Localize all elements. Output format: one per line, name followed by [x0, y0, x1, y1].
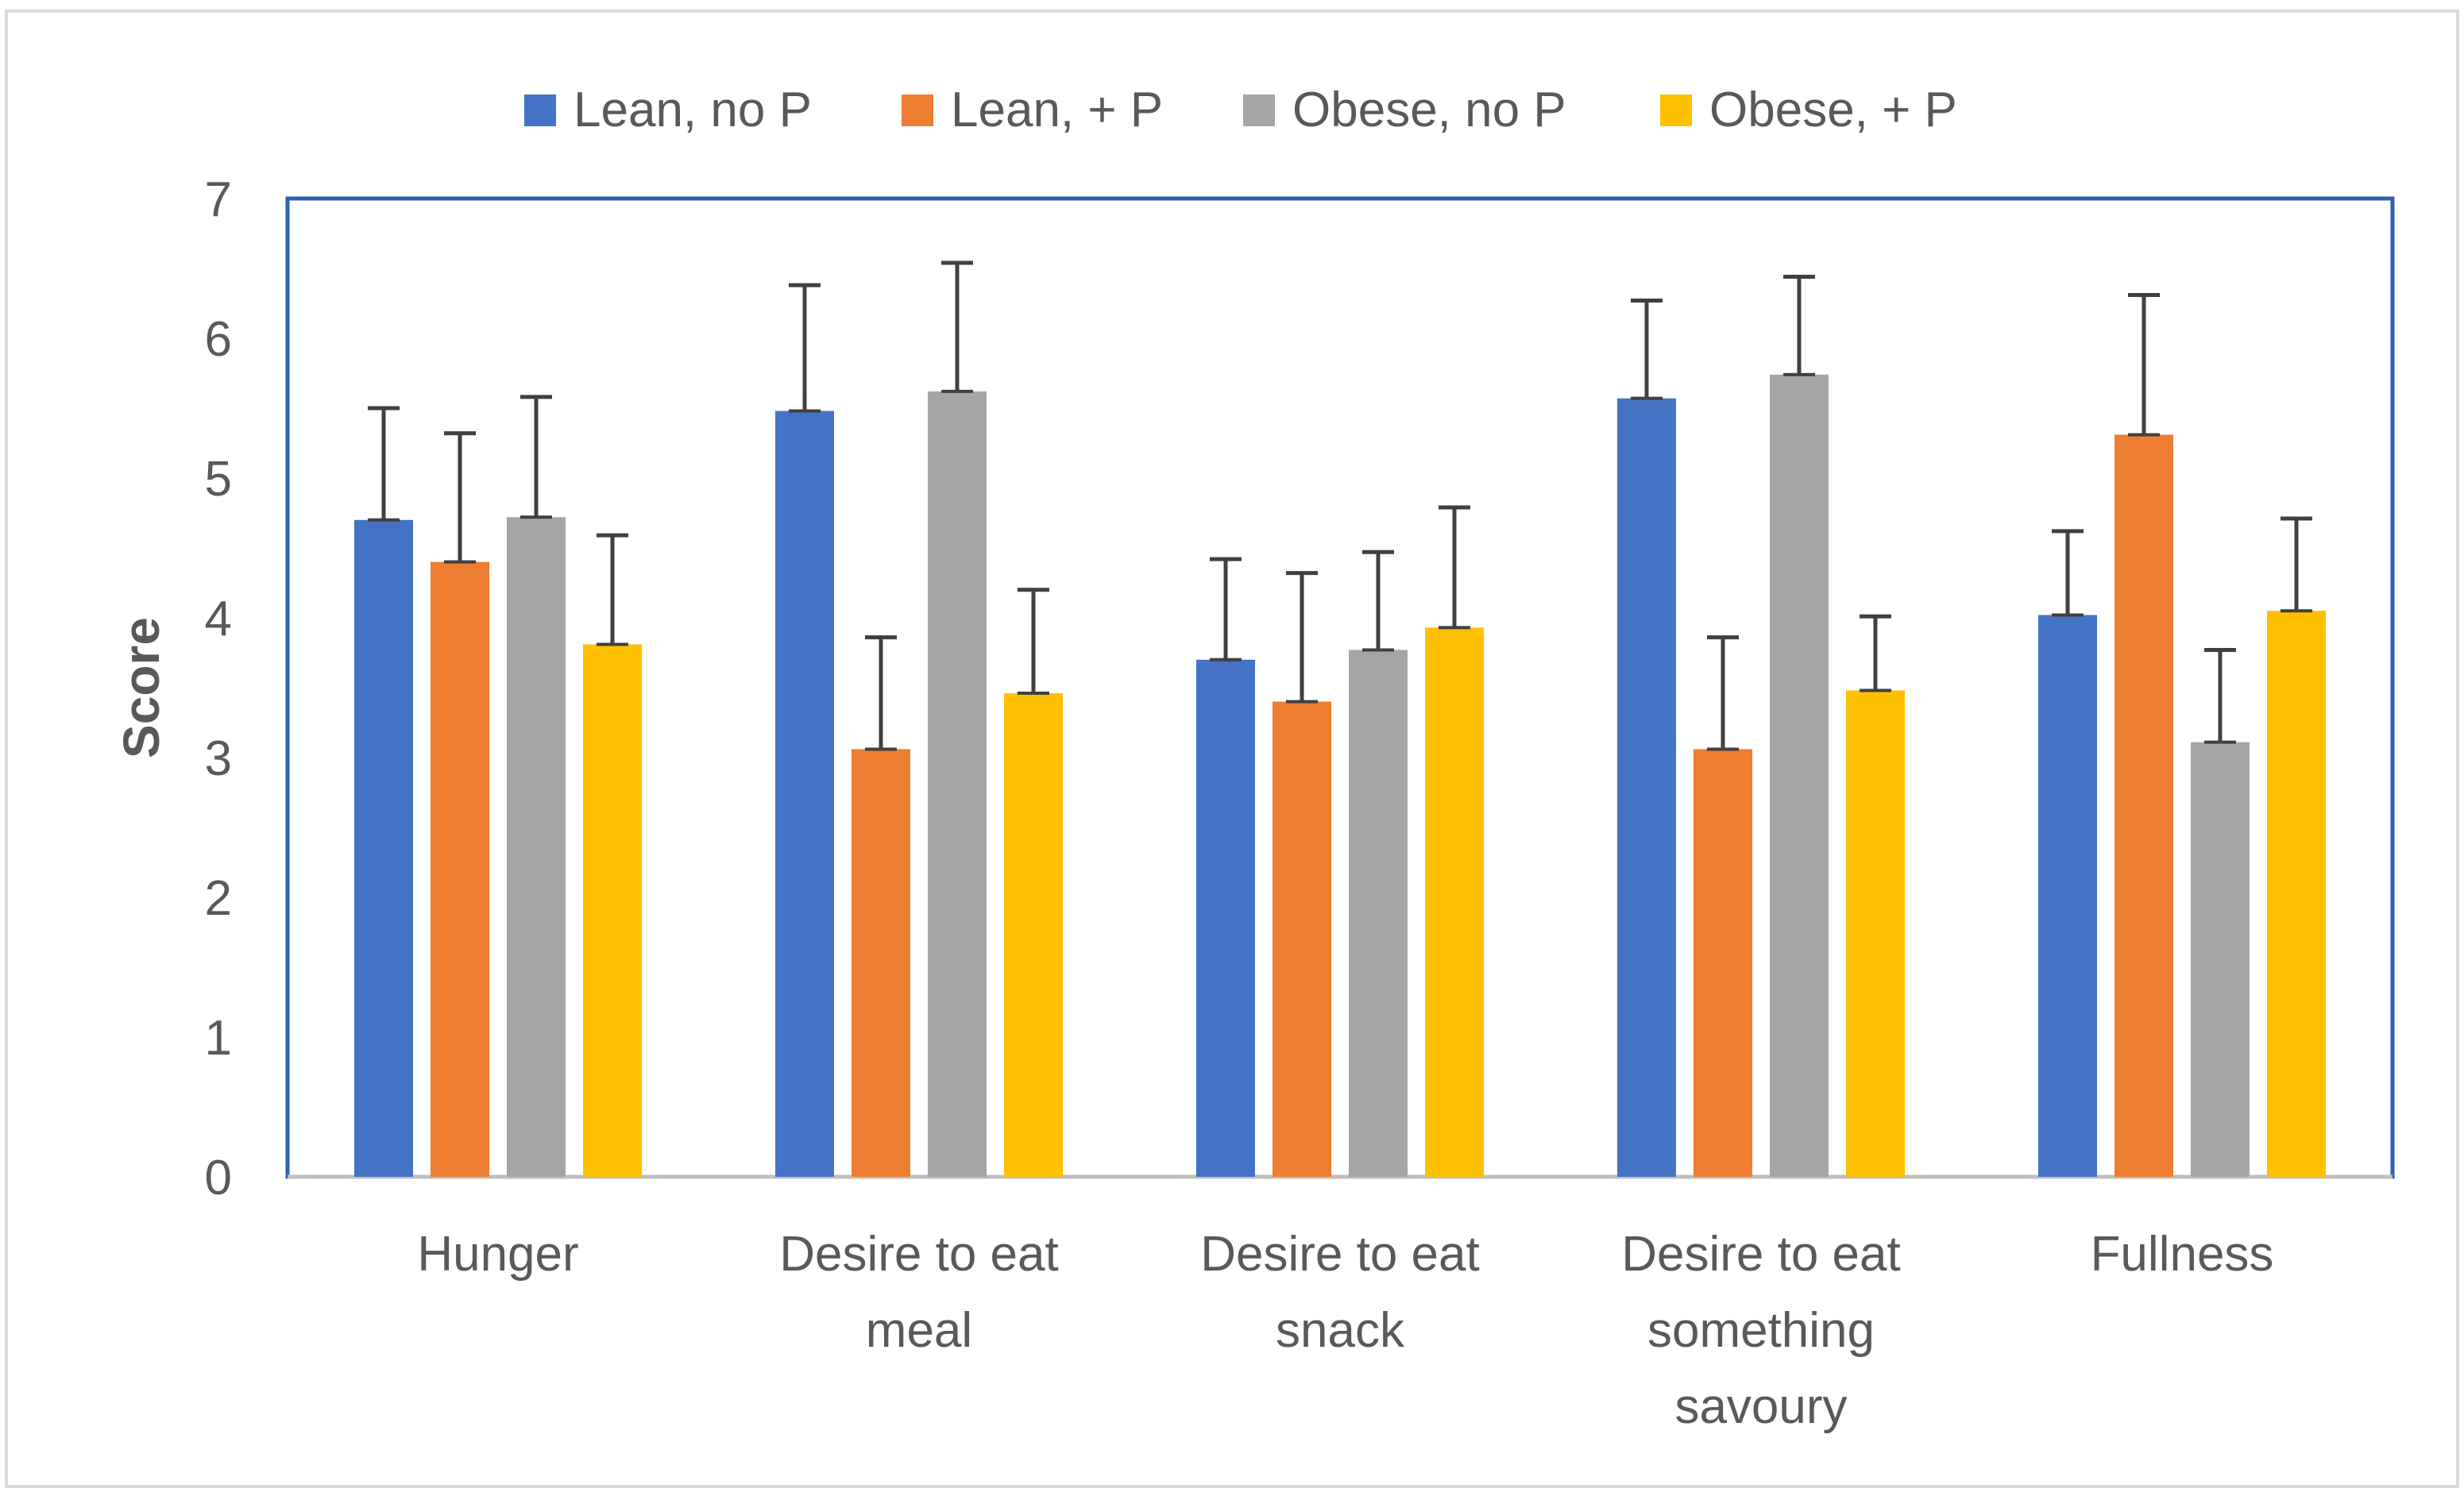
legend-swatch: [524, 94, 556, 126]
bars: [354, 374, 2326, 1177]
legend: Lean, no P Lean, + P Obese, no P Obese, + P: [524, 83, 1957, 137]
bar: [1273, 701, 1331, 1177]
error-bar: [2128, 292, 2160, 437]
bar: [2038, 615, 2097, 1177]
y-tick-label: 5: [205, 452, 232, 507]
y-tick-label: 3: [205, 731, 232, 786]
x-tick-label: savoury: [1674, 1379, 1847, 1434]
error-bar: [444, 431, 476, 564]
bar: [354, 519, 413, 1177]
bar: [1196, 659, 1255, 1177]
y-tick-label: 4: [205, 592, 232, 646]
legend-label: Obese, + P: [1709, 83, 1957, 137]
x-tick-label: meal: [866, 1303, 972, 1358]
error-bar: [520, 395, 552, 519]
error-bar: [2052, 529, 2084, 617]
legend-label: Lean, no P: [574, 83, 812, 137]
bar: [1617, 398, 1676, 1177]
bar: [1694, 749, 1752, 1177]
bar: [775, 411, 834, 1177]
bar: [1770, 374, 1829, 1177]
error-bar: [368, 406, 400, 522]
error-bar: [1707, 635, 1739, 751]
error-bar: [1210, 557, 1242, 661]
axis-labels: 0 1 2 3 4 5 6 7 Score Hunger Desire to eat meal Desi…: [113, 172, 2273, 1434]
error-bar: [597, 533, 628, 646]
x-tick-label: Desire to eat: [1200, 1227, 1480, 1282]
bar: [1004, 693, 1063, 1177]
bar: [2191, 742, 2250, 1177]
error-bar: [2204, 647, 2236, 744]
bar: [1349, 650, 1408, 1177]
error-bar: [941, 260, 973, 393]
error-bar: [1439, 505, 1470, 630]
error-bars: [368, 260, 2312, 751]
bar: [2114, 434, 2173, 1177]
bar: [2267, 611, 2326, 1177]
y-axis-title: Score: [113, 617, 170, 758]
y-tick-label: 0: [205, 1151, 232, 1205]
legend-item: Lean, no P: [524, 83, 812, 137]
y-tick-label: 7: [205, 172, 232, 227]
x-tick-label: something: [1647, 1303, 1875, 1358]
x-tick-label: Fullness: [2091, 1227, 2274, 1282]
error-bar: [865, 635, 897, 751]
legend-item: Lean, + P: [902, 83, 1163, 137]
bar: [583, 644, 642, 1177]
bar: [431, 561, 489, 1177]
error-bar: [1362, 549, 1394, 652]
bar: [1425, 627, 1484, 1177]
y-tick-label: 1: [205, 1011, 232, 1066]
error-bar: [1286, 571, 1318, 704]
legend-swatch: [1243, 94, 1275, 126]
legend-swatch: [902, 94, 933, 126]
x-tick-label: snack: [1276, 1303, 1405, 1358]
legend-item: Obese, + P: [1660, 83, 1957, 137]
error-bar: [1860, 614, 1891, 692]
error-bar: [2281, 516, 2312, 613]
bar: [507, 517, 566, 1177]
x-tick-label: Desire to eat: [1621, 1227, 1901, 1282]
legend-item: Obese, no P: [1243, 83, 1566, 137]
error-bar: [789, 283, 821, 413]
legend-label: Lean, + P: [951, 83, 1163, 137]
bar: [1846, 690, 1905, 1177]
y-tick-label: 2: [205, 871, 232, 926]
bar: [852, 749, 910, 1177]
error-bar: [1631, 298, 1663, 400]
x-tick-label: Desire to eat: [779, 1227, 1059, 1282]
error-bar: [1783, 275, 1815, 376]
error-bar: [1018, 588, 1049, 696]
legend-swatch: [1660, 94, 1692, 126]
y-tick-label: 6: [205, 312, 232, 367]
x-tick-label: Hunger: [417, 1227, 578, 1282]
legend-label: Obese, no P: [1292, 83, 1566, 137]
bar: [928, 391, 987, 1177]
